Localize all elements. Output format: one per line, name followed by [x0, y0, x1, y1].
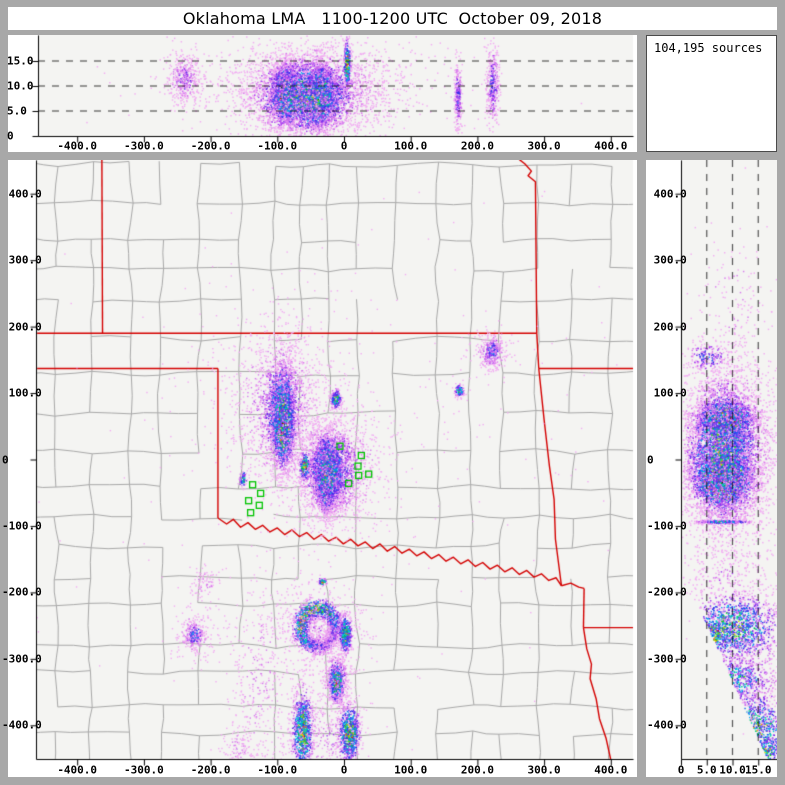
ns-tick-label: 0 — [2, 453, 9, 466]
ew-tick-label: -100.0 — [257, 763, 298, 777]
ns-tick-label-right: 0 — [647, 453, 654, 466]
ns-tick-label-right: 200.0 — [647, 320, 687, 334]
alt-tick-label: 5.0 — [696, 763, 717, 777]
ns-altitude-canvas[interactable] — [646, 160, 777, 777]
alt-tick-label: 15.0 — [745, 763, 772, 777]
ns-tick-label: 300.0 — [2, 253, 42, 267]
ew-tick-label: 400.0 — [594, 763, 628, 777]
ns-tick-label-right: 300.0 — [647, 253, 687, 267]
plan-view-canvas[interactable] — [8, 160, 637, 777]
ns-tick-label: -300.0 — [2, 652, 42, 666]
ns-altitude-panel — [646, 160, 777, 777]
sources-box: 104,195 sources — [646, 35, 777, 152]
plot-title: Oklahoma LMA 1100-1200 UTC October 09, 2… — [182, 9, 603, 28]
ew-tick-label-top: 100.0 — [394, 139, 428, 153]
ew-tick-label-top: -400.0 — [57, 139, 98, 153]
ew-tick-label: -200.0 — [190, 763, 231, 777]
ew-tick-label-top: 0 — [340, 139, 348, 153]
alt-tick-label: 0 — [677, 763, 685, 777]
title-bar: Oklahoma LMA 1100-1200 UTC October 09, 2… — [8, 7, 777, 30]
source-count: 104,195 sources — [654, 41, 763, 55]
alt-tick-label: 10.0 — [719, 763, 746, 777]
ns-tick-label-right: -100.0 — [647, 519, 687, 533]
ew-altitude-panel — [8, 35, 637, 152]
ew-tick-label-top: -300.0 — [124, 139, 164, 153]
ns-tick-label-right: 100.0 — [647, 386, 687, 400]
ew-tick-label-top: -100.0 — [257, 139, 298, 153]
ns-tick-label-right: -300.0 — [647, 652, 687, 666]
ns-tick-label-right: 400.0 — [647, 187, 687, 201]
ns-tick-label: -100.0 — [2, 519, 42, 533]
ew-altitude-canvas[interactable] — [8, 35, 637, 152]
ew-tick-label: -300.0 — [124, 763, 164, 777]
ns-tick-label: -400.0 — [2, 718, 42, 732]
ns-tick-label-right: -200.0 — [647, 585, 687, 599]
ns-tick-label-right: -400.0 — [647, 718, 687, 732]
ns-tick-label: 100.0 — [2, 386, 42, 400]
ew-tick-label: 100.0 — [394, 763, 428, 777]
ns-tick-label: -200.0 — [2, 585, 42, 599]
ew-tick-label: -400.0 — [57, 763, 98, 777]
ew-tick-label-top: 200.0 — [460, 139, 494, 153]
ns-tick-label: 200.0 — [2, 320, 42, 334]
ew-tick-label-top: 400.0 — [594, 139, 628, 153]
ew-tick-label-top: 300.0 — [527, 139, 561, 153]
ew-tick-label: 0 — [340, 763, 348, 777]
plan-view-panel — [8, 160, 637, 777]
alt-tick-label: 10.0 — [7, 79, 34, 93]
ew-tick-label-top: -200.0 — [190, 139, 231, 153]
alt-tick-label: 5.0 — [7, 104, 27, 118]
alt-tick-label: 15.0 — [7, 54, 34, 68]
alt-tick-label: 0 — [7, 129, 14, 143]
ew-tick-label: 200.0 — [460, 763, 494, 777]
ew-tick-label: 300.0 — [527, 763, 561, 777]
ns-tick-label: 400.0 — [2, 187, 42, 201]
